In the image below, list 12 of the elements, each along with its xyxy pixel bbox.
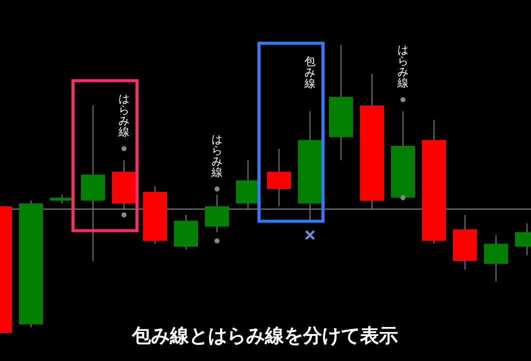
point (304, 230, 316, 240)
annotation: はらみ線 (210, 133, 222, 179)
point (122, 146, 126, 152)
point (214, 238, 220, 244)
annotation: 包み線 (304, 55, 316, 90)
annotation: はらみ線 (396, 44, 408, 90)
point (214, 186, 220, 192)
point (400, 195, 406, 200)
point (400, 97, 406, 102)
text: 包み線とはらみ線を分けて表示 (131, 325, 398, 347)
point (122, 212, 126, 218)
annotation: はらみ線 (118, 92, 130, 139)
